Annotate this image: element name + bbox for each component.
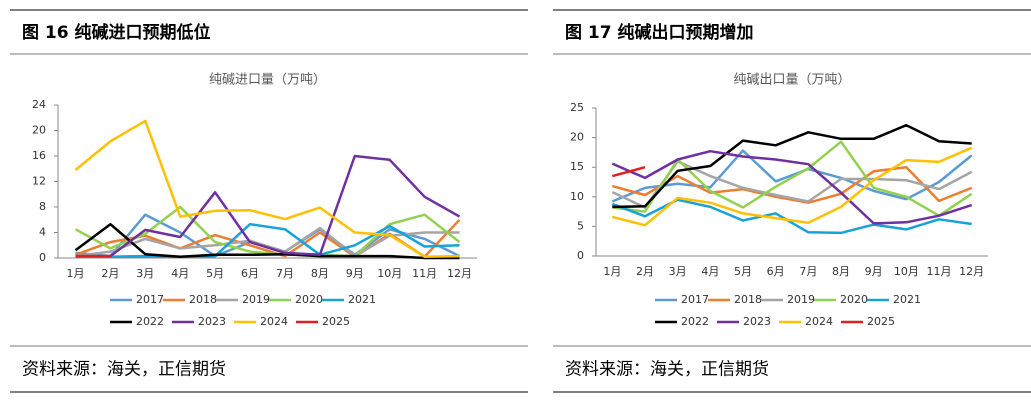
series-line (611, 149, 973, 203)
heading: 图 17 纯碱出口预期增加 (565, 22, 754, 43)
x-tick-label: 8月 (832, 265, 850, 278)
x-tick-label: 1月 (66, 267, 84, 280)
legend-label: 2019 (242, 293, 270, 306)
series-line (74, 205, 461, 258)
legend-label: 2025 (867, 315, 895, 328)
legend-label: 2024 (260, 315, 288, 328)
series-line (611, 165, 973, 204)
legend-label: 2022 (681, 315, 709, 328)
x-tick-label: 11月 (412, 267, 437, 280)
x-tick-label: 6月 (241, 267, 259, 280)
x-tick-label: 3月 (669, 265, 687, 278)
legend-label: 2019 (787, 293, 815, 306)
legend-label: 2021 (348, 293, 376, 306)
x-tick-label: 7月 (276, 267, 294, 280)
source: 资料来源：海关，正信期货 (565, 360, 769, 380)
legend-label: 2018 (189, 293, 217, 306)
x-tick-label: 11月 (927, 265, 952, 278)
y-tick-label: 24 (32, 98, 46, 111)
source: 资料来源：海关，正信期货 (22, 360, 226, 380)
y-tick-label: 20 (570, 131, 584, 144)
legend-label: 2025 (322, 315, 350, 328)
x-tick-label: 12月 (959, 265, 984, 278)
legend-label: 2024 (805, 315, 833, 328)
legend-label: 2021 (893, 293, 921, 306)
legend-label: 2020 (840, 293, 868, 306)
series-line (75, 154, 461, 258)
x-tick-label: 4月 (701, 265, 719, 278)
y-tick-label: 25 (570, 101, 584, 114)
legend-label: 2020 (295, 293, 323, 306)
y-tick-label: 5 (577, 219, 584, 232)
y-tick-label: 16 (32, 149, 46, 162)
x-tick-label: 12月 (447, 267, 472, 280)
heading: 图 16 纯碱进口预期低位 (22, 22, 211, 43)
legend-label: 2018 (734, 293, 762, 306)
series-line (74, 222, 460, 260)
x-tick-label: 2月 (636, 265, 654, 278)
series-line (611, 149, 973, 225)
y-tick-label: 0 (577, 249, 584, 262)
legend-label: 2023 (743, 315, 771, 328)
x-tick-label: 9月 (865, 265, 883, 278)
series-line (612, 123, 972, 209)
x-tick-label: 5月 (734, 265, 752, 278)
series-line (611, 165, 646, 178)
x-tick-label: 4月 (171, 267, 189, 280)
x-tick-label: 1月 (603, 265, 621, 278)
y-tick-label: 8 (39, 200, 46, 213)
legend-label: 2017 (681, 293, 709, 306)
x-tick-label: 3月 (136, 267, 154, 280)
x-tick-label: 7月 (799, 265, 817, 278)
y-tick-label: 20 (32, 124, 46, 137)
legend-label: 2017 (136, 293, 164, 306)
x-tick-label: 5月 (206, 267, 224, 280)
chart-title: 纯碱出口量（万吨） (733, 73, 850, 88)
chart-title: 纯碱进口量（万吨） (209, 73, 326, 88)
series-line (612, 140, 973, 217)
x-tick-label: 6月 (767, 265, 785, 278)
y-tick-label: 15 (570, 160, 584, 173)
x-tick-label: 2月 (101, 267, 119, 280)
legend-label: 2023 (198, 315, 226, 328)
series-line (611, 146, 973, 227)
x-tick-label: 9月 (346, 267, 364, 280)
series-line (74, 119, 460, 258)
legend-label: 2022 (136, 315, 164, 328)
y-tick-label: 0 (39, 251, 46, 264)
series-line (75, 222, 460, 258)
y-tick-label: 10 (570, 190, 584, 203)
x-tick-label: 10月 (377, 267, 402, 280)
y-tick-label: 4 (39, 226, 46, 239)
x-tick-label: 10月 (894, 265, 919, 278)
x-tick-label: 8月 (311, 267, 329, 280)
y-tick-label: 12 (32, 175, 46, 188)
